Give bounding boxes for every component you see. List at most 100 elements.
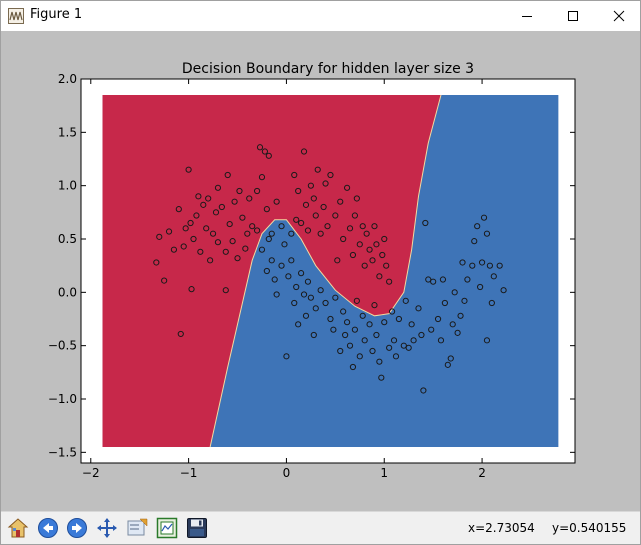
data-point [337, 198, 344, 205]
data-point [408, 321, 415, 328]
data-point [459, 259, 466, 266]
data-point [437, 337, 445, 344]
data-point [222, 287, 229, 294]
configure-subplots-icon [156, 517, 178, 539]
pan-button[interactable] [94, 515, 120, 541]
data-point [405, 344, 412, 351]
data-point [444, 361, 451, 368]
data-point [359, 312, 366, 319]
data-point [369, 257, 376, 264]
data-point [478, 259, 486, 266]
title-bar: Figure 1 [1, 1, 640, 31]
data-point [268, 257, 275, 264]
data-point [386, 278, 393, 285]
data-point [177, 330, 184, 338]
data-point [283, 353, 290, 360]
data-point [334, 257, 341, 264]
data-point [236, 187, 243, 195]
data-point [337, 347, 344, 355]
data-point [182, 225, 189, 232]
data-point [222, 248, 229, 255]
data-point [400, 342, 407, 349]
data-point [187, 219, 194, 227]
data-point [464, 276, 471, 283]
data-point [371, 223, 378, 230]
data-point [165, 228, 173, 235]
data-point [410, 337, 417, 344]
data-point [263, 267, 270, 275]
data-point [256, 144, 264, 151]
data-point [317, 287, 324, 294]
data-point [304, 227, 312, 234]
data-point [376, 273, 383, 280]
decision-boundary-chart[interactable]: −2 −1 0 1 2 −1.5 −1.0 −0.5 0.0 0.5 1.0 1.5 2.0 Deci… [1, 31, 640, 511]
data-point [451, 289, 458, 296]
navigation-toolbar: x=2.73054 y=0.540155 [1, 511, 640, 544]
data-point [340, 235, 347, 243]
data-point [288, 230, 295, 237]
data-point [373, 241, 380, 248]
y-tick-label: 0.0 [58, 285, 77, 299]
x-tick-label: 0 [283, 466, 291, 480]
data-point [461, 297, 468, 304]
data-point [188, 286, 195, 293]
data-point [441, 299, 448, 307]
data-point [320, 203, 327, 211]
data-point [366, 321, 373, 328]
data-point [258, 246, 266, 253]
data-point [349, 251, 357, 259]
data-point [314, 166, 321, 173]
data-point [231, 198, 238, 205]
maximize-icon [568, 11, 578, 21]
data-point [293, 216, 300, 223]
data-point [386, 344, 393, 351]
minimize-button[interactable] [504, 1, 550, 31]
axes-frame [80, 78, 576, 464]
chart-title: Decision Boundary for hidden layer size … [182, 61, 474, 77]
data-point [373, 331, 380, 339]
back-button[interactable] [35, 515, 61, 541]
data-point [224, 171, 231, 179]
data-point [281, 241, 288, 248]
data-point [312, 212, 319, 219]
data-point [307, 182, 314, 189]
data-point [229, 238, 236, 245]
home-button[interactable] [5, 515, 31, 541]
data-point [288, 257, 295, 264]
data-point [246, 195, 253, 202]
figure-canvas[interactable]: −2 −1 0 1 2 −1.5 −1.0 −0.5 0.0 0.5 1.0 1.5 2.0 Deci… [1, 31, 640, 511]
close-icon [613, 10, 625, 22]
zoom-button[interactable] [124, 515, 150, 541]
data-point [249, 223, 256, 230]
data-point [285, 273, 292, 280]
data-point [471, 238, 478, 245]
data-point [369, 347, 376, 355]
data-point [170, 246, 178, 253]
data-point [351, 326, 358, 333]
data-point [327, 171, 334, 179]
data-point [302, 312, 310, 319]
configure-subplots-button[interactable] [154, 515, 180, 541]
pan-move-icon [97, 518, 117, 538]
data-point [317, 230, 324, 237]
data-point [454, 329, 461, 336]
data-point [322, 299, 329, 307]
y-tick-label: −0.5 [48, 339, 77, 353]
data-point [258, 174, 266, 181]
minimize-icon [522, 16, 532, 17]
close-button[interactable] [596, 1, 641, 31]
data-point [253, 227, 261, 234]
decision-boundary-line [209, 94, 442, 448]
data-point [253, 187, 261, 195]
save-button[interactable] [184, 515, 210, 541]
y-coordinate-readout: y=0.540155 [552, 521, 627, 535]
data-point [207, 257, 214, 264]
y-tick-label: 1.5 [58, 125, 77, 139]
data-point [342, 331, 349, 339]
data-point [486, 262, 493, 269]
data-point [477, 283, 484, 291]
forward-button[interactable] [64, 515, 90, 541]
maximize-button[interactable] [550, 1, 596, 31]
data-point [291, 171, 298, 179]
